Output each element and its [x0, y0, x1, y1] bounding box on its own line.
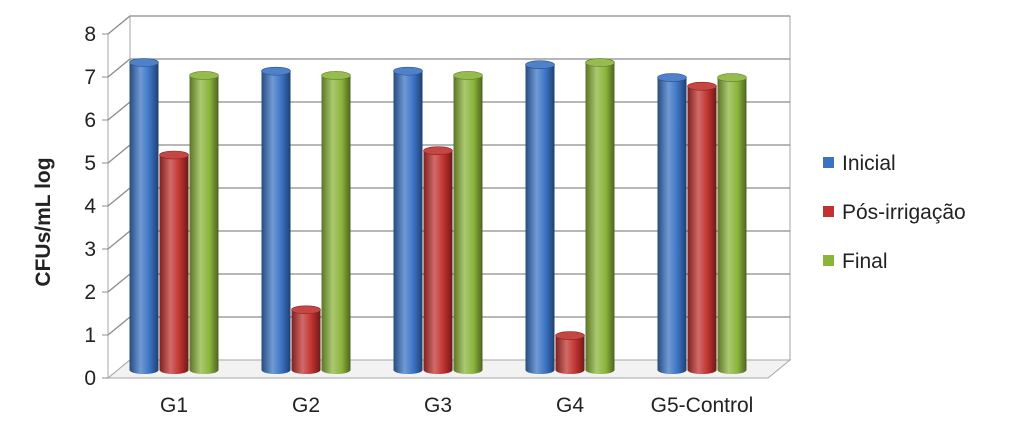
bar-G3-Pós-irrigação	[423, 146, 453, 374]
y-tick-label: 7	[84, 66, 96, 89]
bar-top	[159, 150, 189, 160]
bar-G2-Final	[321, 71, 351, 374]
bar-body	[453, 75, 483, 374]
legend-swatch	[823, 157, 834, 168]
bar-top	[321, 71, 351, 80]
bar-body	[657, 77, 687, 374]
y-tick-label: 4	[84, 195, 96, 218]
bar-top	[261, 66, 291, 76]
legend-swatch	[823, 255, 834, 266]
legend-label: Inicial	[842, 152, 896, 175]
bar-G3-Inicial	[393, 66, 423, 375]
y-tick-label: 5	[84, 152, 96, 175]
bar-body	[321, 75, 351, 374]
bar-G1-Final	[189, 71, 219, 374]
bar-G2-Inicial	[261, 66, 291, 375]
bar-G1-Pós-irrigação	[159, 150, 189, 374]
y-tick-label: 0	[84, 367, 96, 390]
bar-top	[393, 66, 423, 76]
legend-swatch	[823, 206, 834, 217]
bar-body	[129, 62, 159, 375]
bar-top	[453, 71, 483, 80]
bar-top	[555, 331, 585, 340]
bar-G4-Pós-irrigação	[555, 331, 585, 374]
bar-top	[291, 305, 321, 315]
bar-G3-Final	[453, 71, 483, 374]
legend-label: Final	[842, 250, 888, 273]
bar-top	[657, 73, 687, 82]
bar-body	[291, 309, 321, 374]
bar-G4-Final	[585, 58, 615, 375]
y-axis-ticks: 0 1 2 3 4 5 6 7 8	[84, 23, 108, 390]
gridline	[107, 15, 790, 35]
legend: Inicial Pós-irrigação Final	[823, 152, 966, 273]
bar-body	[717, 77, 747, 374]
bar-top	[687, 81, 717, 91]
x-tick-label: G4	[556, 394, 584, 417]
x-axis-ticks: G1 G2 G3 G4 G5-Control	[160, 394, 753, 417]
y-tick-label: 1	[84, 324, 96, 347]
bar-G4-Inicial	[525, 60, 555, 374]
bar-G2-Pós-irrigação	[291, 305, 321, 374]
y-tick-label: 6	[84, 109, 96, 132]
bar-top	[423, 146, 453, 155]
x-tick-label: G2	[292, 394, 320, 417]
y-tick-label: 8	[84, 23, 96, 46]
bar-body	[687, 86, 717, 374]
bar-top	[585, 58, 615, 67]
bar-top	[129, 58, 159, 67]
bar-body	[585, 62, 615, 375]
bar-G5-Control-Final	[717, 73, 747, 374]
bar-body	[189, 75, 219, 374]
bar-body	[423, 150, 453, 374]
bar-body	[393, 71, 423, 375]
x-tick-label: G3	[424, 394, 452, 417]
bar-top	[525, 60, 555, 69]
bar-G5-Control-Inicial	[657, 73, 687, 374]
x-tick-label: G5-Control	[651, 394, 754, 417]
bar-G5-Control-Pós-irrigação	[687, 81, 717, 374]
bar-top	[717, 73, 747, 82]
bar-body	[261, 71, 291, 375]
bar-body	[525, 64, 555, 374]
x-tick-label: G1	[160, 394, 188, 417]
bar-G1-Inicial	[129, 58, 159, 375]
bar-body	[555, 335, 585, 374]
y-tick-label: 2	[84, 281, 96, 304]
bar-body	[159, 155, 189, 374]
y-tick-label: 3	[84, 238, 96, 261]
bars	[129, 58, 747, 375]
y-axis-title: CFUs/mL log	[32, 157, 55, 286]
legend-label: Pós-irrigação	[842, 201, 966, 224]
bar-top	[189, 71, 219, 80]
gridline	[107, 58, 790, 78]
